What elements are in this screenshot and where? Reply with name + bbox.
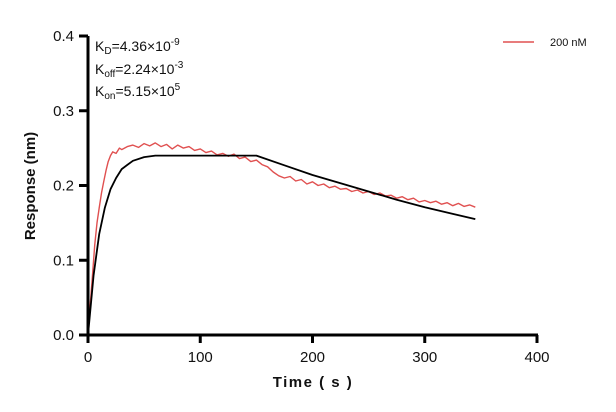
annotation-value: =5.15×10 (115, 83, 175, 99)
annotation-symbol: K (95, 38, 105, 54)
y-tick-label: 0.0 (53, 327, 74, 344)
x-tick-label: 100 (188, 349, 213, 366)
y-tick-label: 0.3 (53, 103, 74, 120)
annotation-symbol: K (95, 61, 105, 77)
annotation-symbol: K (95, 83, 105, 99)
annotation-kd: KD=4.36×10-9 (95, 38, 180, 57)
annotation-kon: Kon=5.15×105 (95, 83, 180, 102)
x-tick-label: 400 (524, 349, 549, 366)
fit-line (87, 154, 476, 336)
x-tick-label: 200 (300, 349, 325, 366)
legend-label-200nM: 200 nM (550, 37, 587, 49)
annotation-sub: D (104, 46, 112, 57)
x-tick-label: 0 (84, 349, 92, 366)
x-tick-label: 300 (412, 349, 437, 366)
annotation-sub: on (104, 91, 116, 102)
annotation-value: =2.24×10 (115, 61, 175, 77)
legend: 200 nM (503, 37, 587, 49)
annotation-sub: off (104, 69, 116, 80)
series-layer (87, 142, 476, 336)
y-tick-label: 0.4 (53, 28, 74, 45)
annotation-value: =4.36×10 (111, 38, 171, 54)
annotation-exp: 5 (174, 82, 181, 93)
x-axis-title: Time ( s ) (273, 374, 354, 391)
annotation-exp: -3 (174, 60, 184, 71)
ticks: 0 100 200 300 400 0.0 0.1 0.2 0.3 0.4 (53, 28, 549, 366)
series-line-200nM (87, 142, 476, 336)
annotation-exp: -9 (170, 37, 180, 48)
y-tick-label: 0.1 (53, 252, 74, 269)
y-axis-title: Response (nm) (22, 132, 39, 240)
y-tick-label: 0.2 (53, 178, 74, 195)
annotation-koff: Koff=2.24×10-3 (95, 61, 183, 80)
